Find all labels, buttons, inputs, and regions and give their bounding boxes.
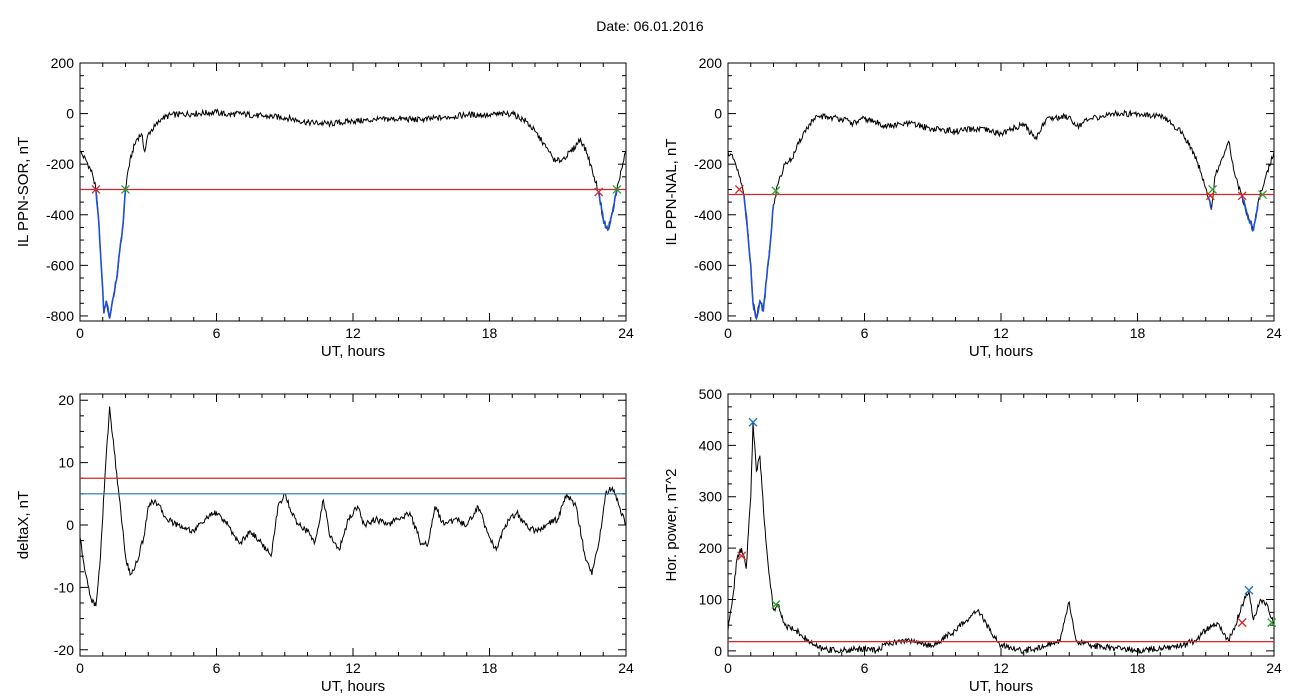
cross-marker [1258, 190, 1268, 199]
y-tick-label: 200 [699, 540, 723, 556]
y-tick-label: -800 [46, 308, 74, 324]
x-tick-label: 12 [345, 660, 361, 676]
x-axis-label: UT, hours [969, 678, 1033, 695]
x-tick-label: 18 [482, 325, 498, 341]
x-tick-label: 0 [724, 325, 732, 341]
y-axis-label: deltaX, nT [15, 491, 32, 559]
x-tick-label: 6 [861, 325, 869, 341]
cross-marker [1237, 191, 1247, 201]
x-tick-label: 24 [1266, 325, 1282, 341]
cross-marker [91, 185, 101, 194]
series-line [95, 189, 127, 319]
y-tick-label: -800 [694, 308, 722, 324]
x-tick-label: 0 [724, 660, 732, 676]
cross-marker [771, 600, 781, 610]
series-line [1241, 196, 1259, 233]
y-tick-label: -20 [54, 642, 74, 658]
x-tick-label: 24 [618, 325, 634, 341]
cross-marker [734, 185, 744, 194]
y-axis-label: Hor. power, nT^2 [663, 469, 680, 582]
x-axis-label: UT, hours [969, 343, 1033, 360]
x-tick-label: 6 [213, 660, 221, 676]
y-tick-label: 500 [699, 386, 723, 402]
y-tick-label: 0 [66, 517, 74, 533]
series-line [80, 108, 626, 319]
y-axis-label: IL PPN-SOR, nT [15, 137, 32, 247]
cross-marker [1237, 618, 1247, 628]
cross-marker [737, 551, 747, 561]
y-tick-label: 20 [58, 392, 74, 408]
y-tick-label: -200 [46, 156, 74, 172]
y-tick-label: 200 [51, 55, 75, 71]
series-line [597, 189, 618, 232]
x-tick-label: 18 [1130, 325, 1146, 341]
cross-marker [612, 185, 622, 194]
plot-frame [727, 393, 1275, 657]
chart-sor: 0 6 12 18 24 -800 -600 -400 -200 0 200 UT, hours IL … [15, 55, 634, 360]
x-tick-label: 12 [345, 325, 361, 341]
cross-marker [1205, 191, 1215, 201]
y-tick-label: 0 [714, 643, 722, 659]
chart-power: 0 6 12 18 24 0 100 200 300 400 500 UT, hours Hor. po… [663, 386, 1282, 695]
x-axis-label: UT, hours [321, 678, 385, 695]
y-tick-label: -10 [54, 579, 74, 595]
series-line [1207, 196, 1213, 210]
x-tick-label: 18 [482, 660, 498, 676]
y-axis-label: IL PPN-NAL, nT [663, 139, 680, 246]
y-tick-label: -400 [46, 207, 74, 223]
cross-marker [1267, 618, 1277, 628]
y-tick-label: 10 [58, 455, 74, 471]
cross-marker [1208, 185, 1218, 194]
series-line [743, 194, 775, 321]
y-tick-label: -400 [694, 207, 722, 223]
y-tick-label: -200 [694, 156, 722, 172]
cross-marker [1244, 585, 1254, 595]
y-tick-label: 300 [699, 489, 723, 505]
series-line [80, 406, 626, 607]
cross-marker [748, 417, 758, 427]
x-axis-label: UT, hours [321, 343, 385, 360]
x-tick-label: 12 [993, 325, 1009, 341]
series-line [728, 422, 1274, 655]
x-tick-label: 0 [76, 325, 84, 341]
cross-marker [594, 187, 604, 197]
y-tick-label: -600 [46, 257, 74, 273]
x-tick-label: 24 [1266, 660, 1282, 676]
series-line [728, 109, 1274, 319]
plot-frame [79, 62, 627, 322]
x-tick-label: 6 [213, 325, 221, 341]
plot-frame [727, 62, 1275, 322]
chart-deltax: 0 6 12 18 24 -20 -10 0 10 20 UT, hours deltaX, nT [15, 392, 634, 695]
x-tick-label: 6 [861, 660, 869, 676]
x-tick-label: 18 [1130, 660, 1146, 676]
cross-marker [771, 186, 781, 196]
y-tick-label: 200 [699, 55, 723, 71]
x-tick-label: 0 [76, 660, 84, 676]
chart-nal: 0 6 12 18 24 -800 -600 -400 -200 0 200 UT, hours IL … [663, 55, 1282, 360]
cross-marker [121, 185, 130, 194]
y-tick-label: 400 [699, 437, 723, 453]
page-title: Date: 06.01.2016 [596, 18, 704, 34]
x-tick-label: 24 [618, 660, 634, 676]
x-tick-label: 12 [993, 660, 1009, 676]
y-tick-label: 0 [66, 106, 74, 122]
y-tick-label: -600 [694, 257, 722, 273]
y-tick-label: 0 [714, 106, 722, 122]
y-tick-label: 100 [699, 591, 723, 607]
